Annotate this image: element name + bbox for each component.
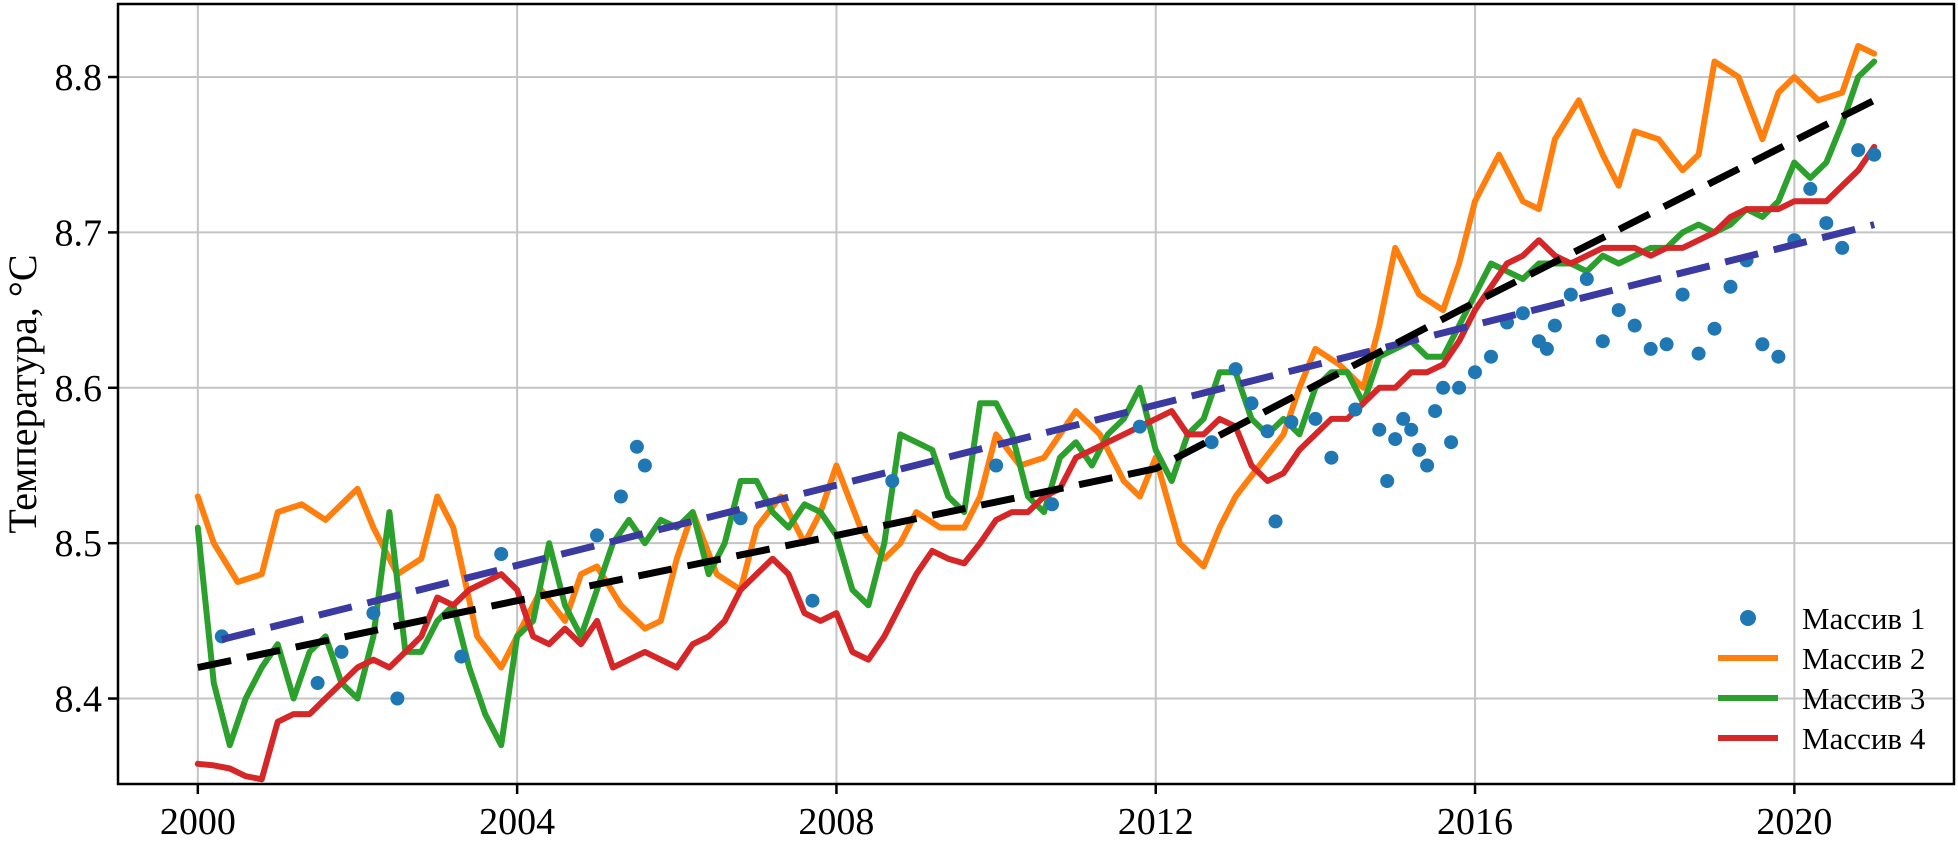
series-1-point (1260, 424, 1275, 439)
series-1-point (454, 649, 469, 664)
series-1-point (1611, 303, 1626, 318)
series-1-point (1643, 341, 1658, 356)
series-1-point (1723, 279, 1738, 294)
series-1-point (494, 547, 509, 561)
series-1-point (1268, 514, 1283, 529)
series-1-point (1348, 402, 1363, 417)
series-1-point (1428, 404, 1443, 419)
series-1-point (1675, 287, 1690, 302)
plot-frame (116, 2, 1956, 786)
series-1-point (1659, 337, 1674, 352)
series-1-point (1452, 380, 1467, 395)
series-1-point (1412, 442, 1427, 457)
x-tick-label: 2012 (1118, 801, 1194, 843)
y-tick-label: 8.8 (55, 57, 103, 99)
series-1-point (310, 676, 325, 690)
y-tick-label: 8.7 (55, 212, 103, 254)
series-2-line (194, 43, 1878, 671)
series-1-point (1803, 181, 1818, 196)
series-5-trend-line (220, 221, 1876, 643)
series-1-point (1691, 346, 1706, 361)
series-1-point (1851, 143, 1866, 158)
series-1-point (390, 691, 405, 706)
series-1-point (1595, 334, 1610, 349)
series-1-point (1835, 240, 1850, 255)
series-1-point (1579, 272, 1594, 286)
series-1-point (1444, 435, 1459, 450)
series-1-point (334, 644, 349, 659)
series-1-point (1244, 396, 1259, 411)
series-1-point (613, 489, 628, 504)
series-6-trend-line (197, 97, 1876, 671)
x-tick-label: 2000 (160, 801, 236, 843)
series-1-point (1420, 458, 1435, 473)
series-1-point (1308, 411, 1323, 426)
x-tick-label: 2020 (1756, 801, 1832, 843)
series-1-point (1372, 422, 1387, 437)
series-1-point (1284, 415, 1299, 429)
series-4-line (194, 143, 1878, 783)
series-1-point (1204, 435, 1219, 450)
grid-lines (118, 4, 1954, 784)
series-1-point (1380, 474, 1395, 488)
series-1-point (1396, 411, 1411, 426)
legend-label: Массив 4 (1802, 721, 1926, 756)
x-tick-label: 2008 (798, 801, 874, 843)
y-axis-label: Температура, °C (0, 254, 45, 533)
series-1-point (1563, 287, 1578, 302)
series-layer (194, 43, 1882, 783)
series-1-point (1468, 365, 1482, 380)
series-1-point (1484, 349, 1498, 364)
series-1-point (805, 593, 820, 608)
series-1-point (989, 458, 1004, 473)
series-1-point (1755, 337, 1770, 352)
legend: Массив 1 Массив 2 Массив 3 Массив 4 (1718, 601, 1926, 756)
x-tick-label: 2004 (479, 801, 555, 843)
legend-label: Массив 3 (1802, 681, 1925, 716)
legend-label: Массив 1 (1802, 601, 1925, 636)
y-tick-label: 8.5 (55, 523, 103, 565)
series-1-point (885, 474, 900, 488)
series-1-point (1436, 380, 1451, 395)
series-1-point (1539, 341, 1554, 356)
series-1-point (629, 439, 644, 454)
series-1-point (1324, 450, 1339, 465)
legend-marker (1740, 610, 1756, 626)
series-1-point (1132, 419, 1147, 434)
series-1-point (1228, 362, 1243, 377)
series-1-point (1404, 422, 1419, 437)
y-tick-label: 8.4 (55, 679, 103, 721)
series-1-point (366, 606, 381, 621)
series-1-point (733, 511, 748, 526)
series-1-point (1547, 318, 1562, 333)
series-1-point (1627, 318, 1642, 333)
y-tick-label: 8.6 (55, 368, 103, 410)
series-1-point (1515, 306, 1530, 321)
legend-label: Массив 2 (1802, 641, 1925, 676)
series-1-point (1771, 349, 1786, 364)
series-1-point (1819, 216, 1834, 231)
series-1-point (637, 458, 652, 473)
series-1-point (1707, 321, 1722, 336)
series-1-point (1867, 147, 1882, 162)
tick-layer: 2000 2004 2008 2012 2016 2020 8.4 8.5 8.6 8.7 8.8 (55, 57, 1833, 843)
x-tick-label: 2016 (1437, 801, 1513, 843)
series-1-point (590, 528, 604, 543)
series-1-point (1045, 497, 1059, 512)
series-1-point (1388, 432, 1403, 447)
